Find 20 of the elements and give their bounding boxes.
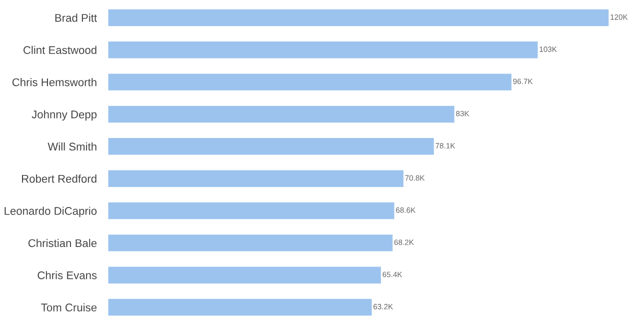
bar [108, 298, 372, 316]
bar [108, 170, 404, 187]
y-tick-label: Will Smith [48, 142, 96, 151]
y-tick-label: Clint Eastwood [24, 46, 96, 54]
bar [108, 106, 454, 123]
bar [108, 42, 538, 58]
y-tick-label: Leonardo DiCaprio [4, 206, 97, 218]
y-tick-label: Johnny Depp [32, 110, 97, 121]
bar [108, 234, 393, 252]
bar [108, 9, 609, 26]
y-tick-label: Brad Pitt [55, 14, 97, 22]
y-tick-label: Tom Cruise [41, 303, 97, 312]
y-tick-label: Chris Hemsworth [12, 78, 96, 86]
y-tick-label: Robert Redford [22, 174, 96, 183]
y-tick-label: Christian Bale [28, 238, 97, 248]
bar [108, 266, 381, 284]
y-tick-label: Chris Evans [38, 271, 97, 280]
bar [108, 202, 394, 220]
bar [108, 74, 512, 90]
bar [108, 138, 434, 155]
